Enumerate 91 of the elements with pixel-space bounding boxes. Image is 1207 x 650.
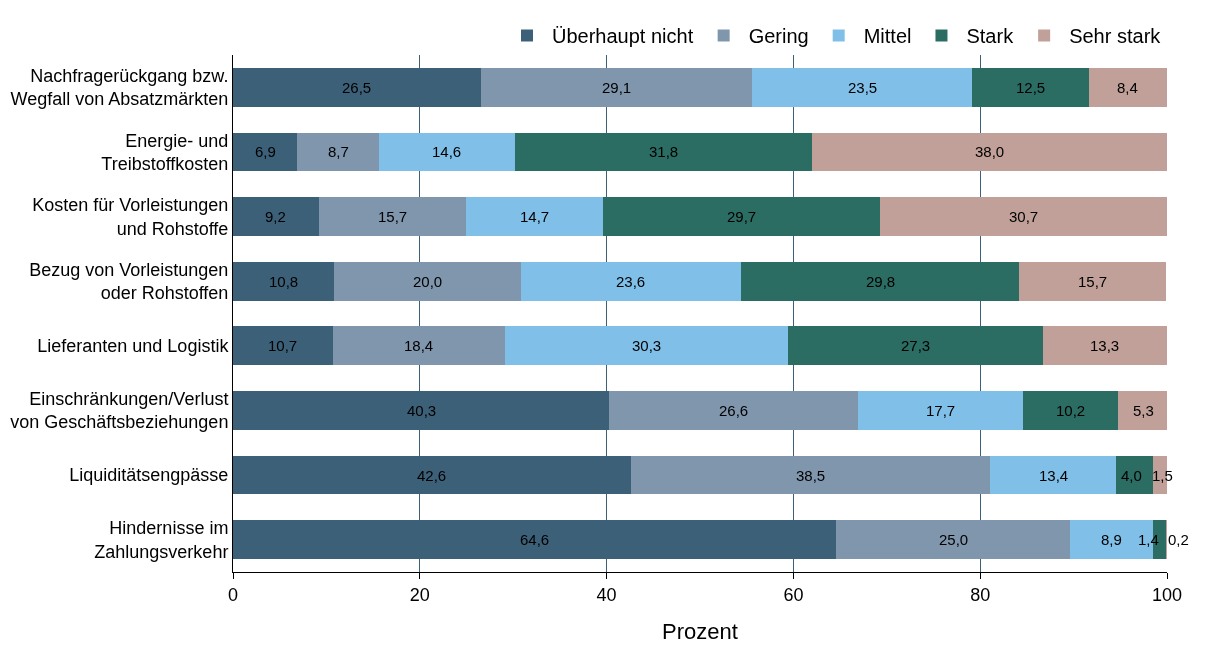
data-label: 10,7 [268,337,298,354]
bar [752,67,972,107]
bar [630,455,991,495]
data-label: 17,7 [926,402,956,419]
y-tick-label: Liquiditätsengpässe [69,465,229,486]
y-tick-label: Nachfragerückgang bzw. Wegfall von Absatzmärkten [10,65,229,110]
bar [971,67,1089,107]
data-label: 10,8 [269,273,299,290]
bar [515,132,813,172]
data-label: 27,3 [901,337,931,354]
data-label: 5,3 [1133,402,1154,419]
bar [332,326,505,366]
data-label: 38,0 [975,143,1005,160]
data-label: 15,7 [1078,273,1108,290]
data-label: 14,6 [432,143,462,160]
bar [1118,391,1167,430]
data-label: 29,1 [602,79,632,96]
data-label: 1,5 [1152,467,1173,484]
data-label: 42,6 [417,467,447,484]
data-label: 15,7 [378,208,408,225]
bar [609,391,858,430]
data-label: 13,4 [1039,467,1069,484]
data-label: 23,5 [848,79,878,96]
data-label: 29,8 [866,273,896,290]
data-label: 26,5 [342,79,372,96]
bar [233,261,334,301]
legend-label: Überhaupt nicht [552,25,694,48]
x-tick-label: 40 [596,584,617,605]
bar [787,326,1043,366]
data-label: 14,7 [520,208,550,225]
bar [233,326,333,366]
data-label: 29,7 [727,208,757,225]
bar [880,197,1167,236]
y-tick-label: Bezug von Vorleistungen oder Rohstoffen [29,259,229,304]
y-tick-label: Einschränkungen/Verlust von Geschäftsbeziehungen [10,389,229,433]
data-label: 31,8 [649,143,679,160]
bar [378,132,516,172]
bar [520,261,742,301]
data-label: 8,7 [328,143,349,160]
data-label: 64,6 [520,531,550,548]
data-label: 40,3 [407,402,437,419]
x-tick-label: 60 [783,584,804,605]
bar [297,132,379,172]
data-label: 38,5 [796,467,826,484]
data-label: 26,6 [719,402,749,419]
x-tick-label: 100 [1151,584,1183,605]
data-label: 8,9 [1101,531,1122,548]
bar [990,455,1116,495]
data-label: 30,3 [632,337,662,354]
bar [480,67,753,107]
data-label: 10,2 [1056,402,1086,419]
bar [602,197,881,236]
bar [233,132,298,172]
bar [1115,455,1153,495]
bar [1088,67,1167,107]
bar [857,391,1024,430]
data-label: 9,2 [265,208,286,225]
data-label: 4,0 [1121,467,1142,484]
x-tick-label: 20 [409,584,430,605]
y-tick-label: Kosten für Vorleistungen und Rohstoffe [32,195,229,239]
x-tick-label: 0 [227,584,239,605]
legend-label: Gering [748,25,809,48]
bar [504,326,788,366]
data-label: 0,2 [1168,531,1189,548]
x-axis-title: Prozent [662,619,738,645]
data-label: 25,0 [939,531,969,548]
data-label: 20,0 [413,273,443,290]
bar [318,197,466,236]
data-label: 12,5 [1016,79,1046,96]
data-label: 6,9 [255,143,276,160]
legend-label: Sehr stark [1069,25,1162,48]
y-tick-label: Hindernisse im Zahlungsverkehr [94,518,229,562]
legend-label: Stark [966,25,1015,48]
bar [233,197,319,236]
bar [333,261,521,301]
data-label: 8,4 [1117,79,1138,96]
bar [836,520,1070,560]
data-label: 13,3 [1090,337,1120,354]
data-label: 23,6 [616,273,646,290]
y-tick-label: Energie- und Treibstoffkosten [101,130,229,174]
y-tick-label: Lieferanten und Logistik [37,336,230,357]
data-label: 18,4 [404,337,434,354]
legend-label: Mittel [863,25,912,48]
data-label: 30,7 [1009,208,1039,225]
x-tick-label: 80 [970,584,991,605]
bar [1042,326,1167,366]
bar [741,261,1020,301]
bar [465,197,603,236]
bar [1023,391,1119,430]
bar [812,132,1167,172]
bar [1019,261,1167,301]
